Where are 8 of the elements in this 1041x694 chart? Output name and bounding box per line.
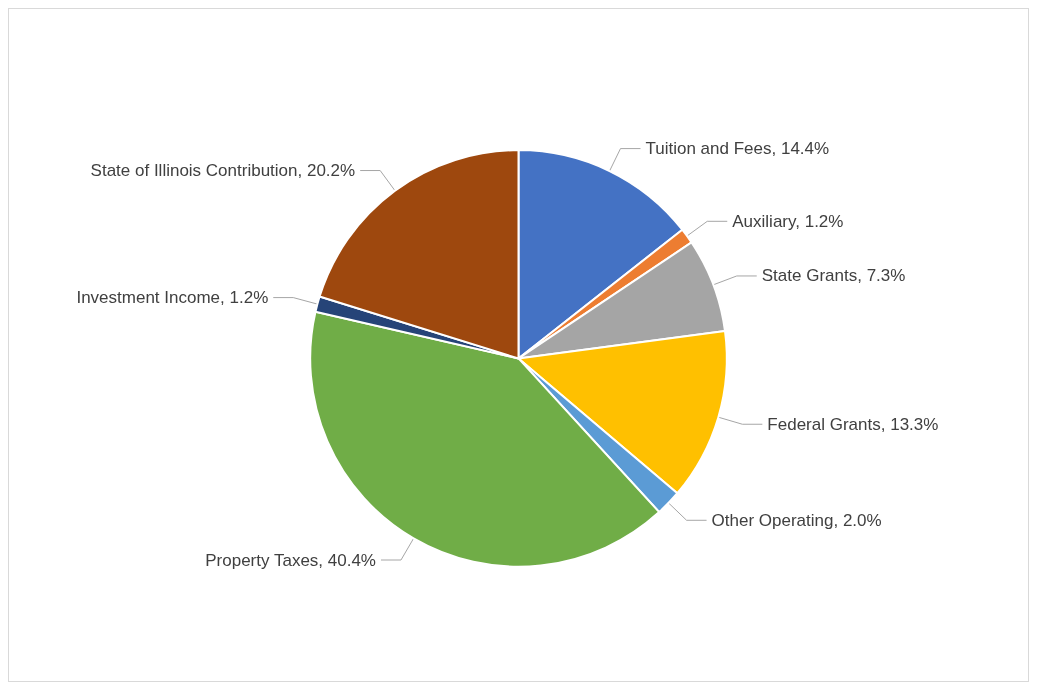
slice-label: Property Taxes, 40.4% (205, 550, 376, 570)
slice-label: Investment Income, 1.2% (76, 288, 269, 308)
slice-label: Tuition and Fees, 14.4% (645, 139, 830, 159)
slice-label: Auxiliary, 1.2% (732, 211, 844, 231)
slice-label: Other Operating, 2.0% (711, 510, 882, 530)
slice-label: State of Illinois Contribution, 20.2% (90, 161, 356, 181)
slice-label: State Grants, 7.3% (761, 266, 906, 286)
slice-label: Federal Grants, 13.3% (767, 414, 939, 434)
